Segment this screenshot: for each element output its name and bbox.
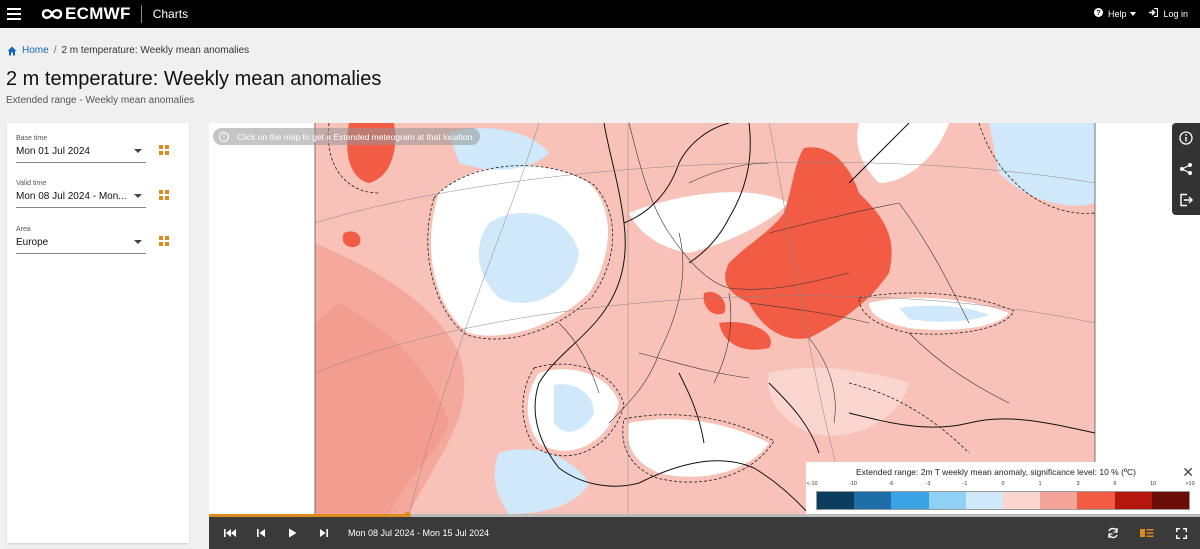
legend-color-bar: [816, 491, 1190, 510]
fullscreen-icon[interactable]: [1174, 526, 1188, 540]
menu-icon[interactable]: [7, 8, 21, 20]
date-range-label: Mon 08 Jul 2024 - Mon 15 Jul 2024: [348, 528, 490, 538]
legend-tick: <-10: [806, 481, 818, 487]
base-time-label: Base time: [16, 135, 48, 142]
legend-tick: -1: [962, 481, 968, 487]
play-icon[interactable]: [285, 526, 299, 540]
map-tip-text: Click on the map to get a Extended meteo…: [237, 131, 473, 142]
step-back-icon[interactable]: [254, 526, 268, 540]
legend-color-swatch: [1077, 492, 1115, 509]
area-grid-button[interactable]: [159, 236, 169, 246]
chevron-down-icon: [1130, 12, 1137, 16]
share-icon[interactable]: [1178, 161, 1194, 177]
legend-tick: -10: [849, 481, 857, 487]
help-icon: ?: [1093, 8, 1103, 20]
legend-tick: 6: [1113, 481, 1117, 487]
legend-color-swatch: [1040, 492, 1078, 509]
login-label: Log in: [1163, 9, 1188, 19]
legend-tick: 3: [1076, 481, 1080, 487]
map-viewer[interactable]: i Click on the map to get a Extended met…: [209, 123, 1200, 514]
legend-color-swatch: [965, 492, 1004, 509]
login-link[interactable]: Log in: [1148, 7, 1188, 20]
legend-ticks: <-10 -10 -6 -3 -1 0 1 3 6 10 >10: [806, 481, 1195, 489]
dropdown-caret-icon: [134, 149, 142, 153]
legend-tick: -6: [888, 481, 894, 487]
valid-time-select[interactable]: Mon 08 Jul 2024 - Mon...: [16, 191, 146, 208]
legend-color-swatch: [817, 492, 855, 509]
app-name[interactable]: Charts: [152, 7, 189, 21]
login-icon: [1148, 7, 1159, 20]
legend-tick: 10: [1149, 481, 1157, 487]
legend-color-swatch: [891, 492, 929, 509]
valid-time-field: Valid time Mon 08 Jul 2024 - Mon...: [16, 180, 146, 208]
valid-time-value: Mon 08 Jul 2024 - Mon...: [16, 191, 127, 202]
legend-color-swatch: [1003, 492, 1041, 509]
skip-to-start-icon[interactable]: [223, 526, 237, 540]
base-time-grid-button[interactable]: [159, 145, 169, 155]
temperature-anomaly-map[interactable]: [209, 123, 1200, 514]
legend-title: Extended range: 2m T weekly mean anomaly…: [856, 467, 1136, 477]
step-forward-icon[interactable]: [316, 526, 330, 540]
close-icon[interactable]: ✕: [1182, 464, 1194, 480]
refresh-icon[interactable]: [1106, 526, 1120, 540]
legend-color-swatch: [854, 492, 892, 509]
page-subtitle: Extended range - Weekly mean anomalies: [6, 95, 195, 106]
legend-color-swatch: [1114, 492, 1152, 509]
legend-color-swatch: [928, 492, 966, 509]
breadcrumb: Home / 2 m temperature: Weekly mean anom…: [7, 45, 249, 56]
help-label: Help: [1107, 9, 1127, 19]
area-label: Area: [16, 226, 31, 233]
ecmwf-logo[interactable]: ECMWF: [41, 4, 131, 24]
dropdown-caret-icon: [134, 240, 142, 244]
base-time-select[interactable]: Mon 01 Jul 2024: [16, 146, 146, 163]
map-side-toolbar: [1172, 123, 1200, 215]
base-time-value: Mon 01 Jul 2024: [16, 146, 90, 157]
time-slider-handle[interactable]: [403, 512, 411, 519]
map-legend: Extended range: 2m T weekly mean anomaly…: [806, 462, 1200, 514]
settings-panel: Base time Mon 01 Jul 2024 Valid time Mon…: [7, 123, 189, 543]
playback-bar: Mon 08 Jul 2024 - Mon 15 Jul 2024: [209, 517, 1200, 549]
export-icon[interactable]: [1178, 192, 1194, 208]
info-icon[interactable]: [1178, 130, 1194, 146]
breadcrumb-separator: /: [53, 45, 57, 56]
logo-text: ECMWF: [65, 4, 131, 23]
valid-time-grid-button[interactable]: [159, 190, 169, 200]
area-value: Europe: [16, 237, 49, 248]
valid-time-label: Valid time: [16, 180, 47, 187]
dropdown-caret-icon: [134, 194, 142, 198]
breadcrumb-home-label: Home: [22, 45, 49, 56]
breadcrumb-home[interactable]: Home: [7, 45, 49, 56]
page-title: 2 m temperature: Weekly mean anomalies: [6, 68, 382, 90]
base-time-field: Base time Mon 01 Jul 2024: [16, 135, 146, 163]
info-icon: i: [219, 131, 229, 142]
area-field: Area Europe: [16, 226, 146, 254]
legend-tick: 1: [1038, 481, 1042, 487]
legend-tick: 0: [1001, 481, 1005, 487]
breadcrumb-current: 2 m temperature: Weekly mean anomalies: [61, 45, 250, 56]
svg-text:?: ?: [1096, 8, 1100, 17]
area-select[interactable]: Europe: [16, 237, 146, 254]
time-slider[interactable]: [209, 512, 1200, 519]
ecmwf-logo-mark: [41, 9, 63, 19]
help-menu[interactable]: ? Help: [1093, 8, 1137, 20]
home-icon: [7, 46, 17, 55]
legend-color-swatch: [1151, 492, 1190, 509]
legend-tick: -3: [925, 481, 931, 487]
top-bar: ECMWF Charts ? Help Log in: [0, 0, 1200, 28]
map-click-tip[interactable]: i Click on the map to get a Extended met…: [213, 128, 481, 145]
divider: [140, 5, 142, 23]
legend-tick: >10: [1185, 481, 1195, 487]
time-slider-fill: [209, 514, 408, 517]
layers-icon[interactable]: [1140, 526, 1154, 540]
